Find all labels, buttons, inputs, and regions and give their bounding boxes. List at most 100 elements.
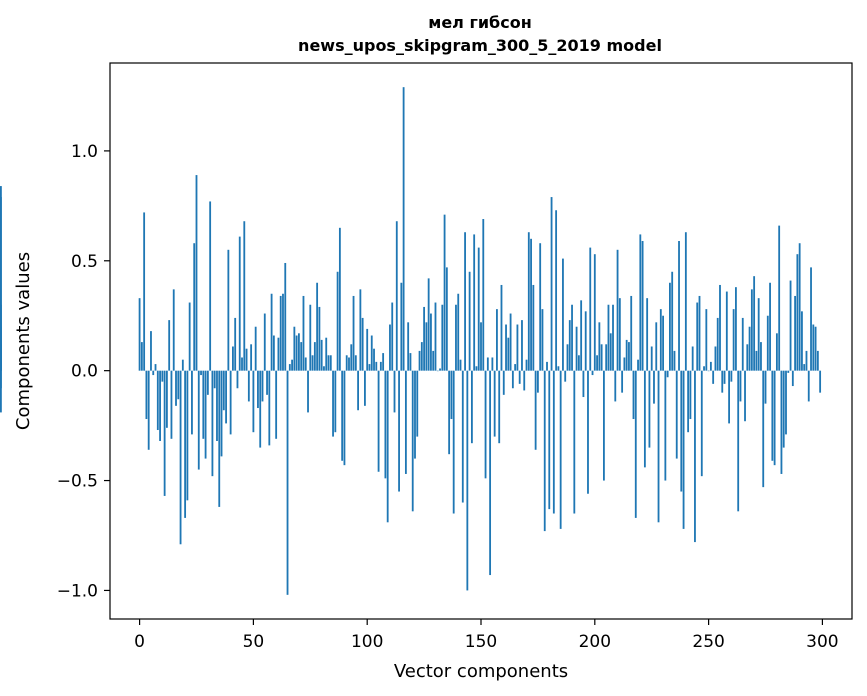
bar-288 [794,296,796,371]
y-tick-label: 0.5 [71,252,98,272]
bar-77 [314,342,316,371]
x-tick-label: 300 [806,632,838,652]
bar-191 [573,371,575,514]
bar-215 [628,342,630,371]
bar-181 [551,197,553,371]
bar-29 [205,371,207,459]
bar-159 [501,285,503,371]
bar-140 [457,294,459,371]
bar-53 [259,371,261,448]
bar-280 [776,333,778,370]
bar-130 [435,303,437,371]
bar-75 [309,305,311,371]
bar-295 [810,267,812,370]
bar-228 [658,371,660,523]
bar-254 [717,318,719,371]
bar-27 [200,371,202,375]
bar-58 [271,294,273,371]
bar-294 [808,371,810,402]
bar-73 [305,357,307,370]
bar-98 [362,318,364,371]
bar-1 [141,342,143,371]
bar-121 [414,371,416,459]
bar-213 [623,357,625,370]
bar-202 [598,322,600,370]
bar-82 [325,338,327,371]
bar-155 [491,357,493,370]
bar-204 [603,371,605,481]
bar-96 [357,371,359,411]
bar-6 [152,371,154,375]
x-tick-label: 200 [579,632,611,652]
bar-220 [639,234,641,370]
bar-245 [696,303,698,371]
bar-31 [209,201,211,370]
bar-97 [359,289,361,370]
bar-205 [605,344,607,370]
bar-273 [760,342,762,371]
bar-11 [164,371,166,496]
bar-264 [740,371,742,402]
bar-226 [653,371,655,404]
bar-236 [676,371,678,459]
bar-135 [446,267,448,370]
y-tick-label: −1.0 [57,581,98,601]
bar-67 [291,360,293,371]
bar-101 [369,364,371,371]
bar-112 [394,371,396,413]
bar-69 [296,336,298,371]
bar-173 [532,285,534,371]
bar-276 [767,316,769,371]
bar-265 [742,318,744,371]
bar-239 [683,371,685,529]
bar-49 [250,344,252,370]
bar-277 [769,283,771,371]
bar-39 [227,250,229,371]
bar-60 [275,371,277,439]
bar-89 [341,371,343,461]
bar-4 [148,371,150,450]
bar-59 [273,336,275,371]
bar-192 [576,327,578,371]
bar-17 [177,371,179,400]
bar-91 [346,355,348,370]
bar-136 [448,371,450,455]
bar-185 [560,371,562,529]
y-tick-label: −0.5 [57,472,98,492]
bar-63 [282,294,284,371]
bar-206 [608,305,610,371]
bar-259 [728,371,730,424]
bar-85 [332,371,334,437]
bar-210 [617,250,619,371]
bar-198 [589,248,591,371]
bar-52 [257,371,259,408]
bar-143 [464,232,466,370]
x-tick-label: 0 [134,632,145,652]
bar-54 [262,371,264,402]
bar-203 [601,344,603,370]
bar-132 [439,368,441,370]
x-tick-label: 250 [692,632,724,652]
bar-186 [562,259,564,371]
bar-108 [384,371,386,479]
bar-26 [198,371,200,470]
bar-120 [412,371,414,512]
bar-32 [212,371,214,476]
bar-227 [655,322,657,370]
bar-33 [214,371,216,389]
bar-278 [771,371,773,461]
bar-40 [230,371,232,435]
bar-99 [364,371,366,406]
bar-244 [694,371,696,542]
bar-150 [480,322,482,370]
bar-260 [730,371,732,382]
bar-232 [667,371,669,378]
bar-93 [350,344,352,370]
bar-271 [755,351,757,371]
bar-84 [330,355,332,370]
bar-262 [735,287,737,371]
bar-266 [744,371,746,422]
bar-255 [719,285,721,371]
bar-269 [751,289,753,370]
